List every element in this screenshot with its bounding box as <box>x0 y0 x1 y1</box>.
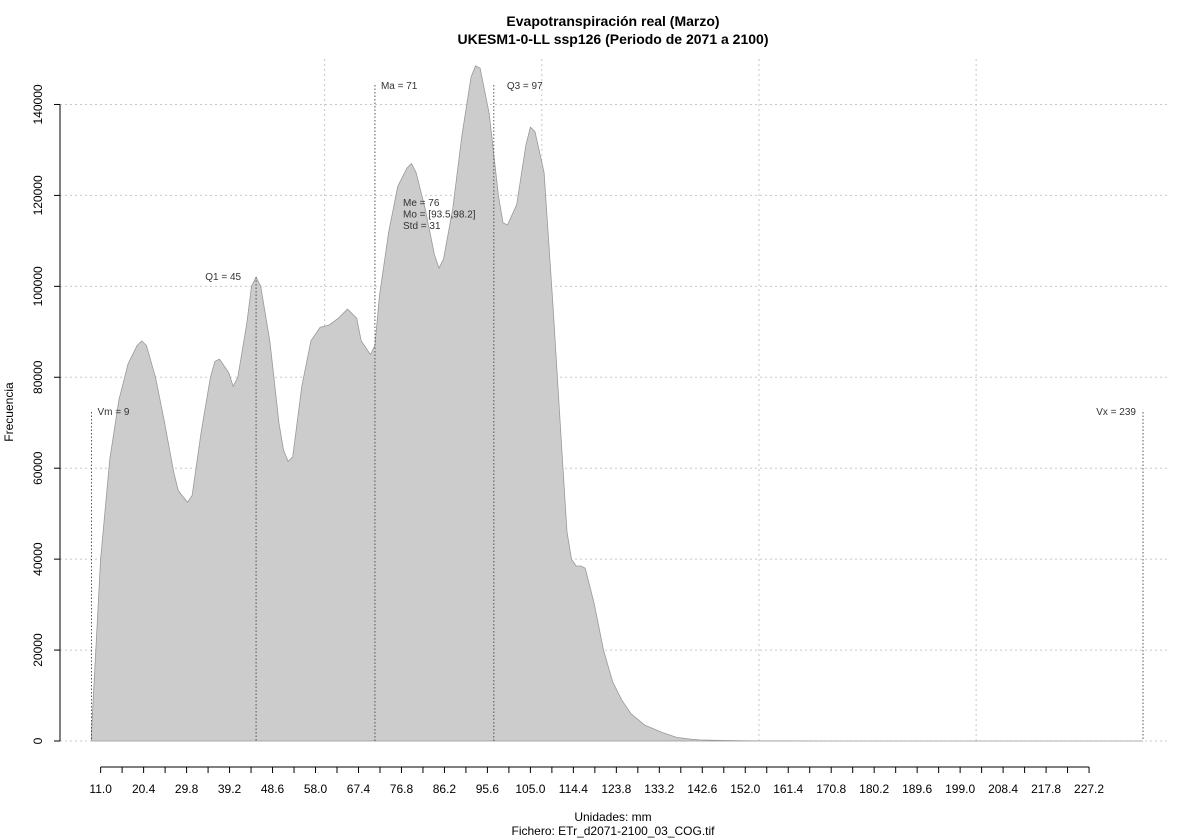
x-tick-label: 199.0 <box>945 782 975 796</box>
x-tick-label: 114.4 <box>559 782 588 796</box>
y-tick-label: 140000 <box>31 84 45 124</box>
x-tick-label: 161.4 <box>773 782 803 796</box>
x-tick-label: 48.6 <box>261 782 285 796</box>
chart-title: Evapotranspiración real (Marzo) <box>506 13 719 29</box>
q1-label: Q1 = 45 <box>205 272 241 283</box>
y-tick-label: 40000 <box>31 542 45 576</box>
x-tick-label: 142.6 <box>687 782 717 796</box>
x-tick-label: 95.6 <box>476 782 500 796</box>
x-tick-label: 76.8 <box>390 782 414 796</box>
x-tick-label: 152.0 <box>730 782 760 796</box>
x-tick-label: 170.8 <box>816 782 846 796</box>
x-tick-label: 105.0 <box>515 782 545 796</box>
y-tick-label: 20000 <box>31 633 45 667</box>
x-tick-label: 133.2 <box>644 782 674 796</box>
stat-label: Std = 31 <box>403 221 441 232</box>
file-caption: Fichero: ETr_d2071-2100_03_COG.tif <box>512 824 716 838</box>
q3-label: Q3 = 97 <box>507 81 543 92</box>
annotations: Vm = 9 Q1 = 45 Ma = 71 Q3 = 97 Vx = 239 Me = … <box>91 81 1144 741</box>
x-tick-label: 208.4 <box>988 782 1018 796</box>
x-tick-label: 20.4 <box>132 782 156 796</box>
x-tick-label: 29.8 <box>175 782 199 796</box>
x-axis: 11.0 20.4 29.8 39.2 48.6 58.0 67.4 76.8 86.2 95.6… <box>89 766 1104 796</box>
y-tick-label: 120000 <box>31 175 45 215</box>
chart-subtitle: UKESM1-0-LL ssp126 (Periodo de 2071 a 21… <box>458 31 769 47</box>
x-tick-label: 58.0 <box>304 782 328 796</box>
x-tick-label: 189.6 <box>902 782 932 796</box>
stat-label: Mo = [93.5,98.2] <box>403 210 476 221</box>
x-axis-label: Unidades: mm <box>574 810 651 824</box>
x-tick-label: 67.4 <box>347 782 371 796</box>
x-tick-label: 86.2 <box>433 782 457 796</box>
y-axis: 0 20000 40000 60000 80000 100000 120000 140000 <box>31 84 61 744</box>
density-area <box>91 65 1143 742</box>
x-tick-label: 39.2 <box>218 782 242 796</box>
y-tick-label: 60000 <box>31 451 45 485</box>
ma-label: Ma = 71 <box>381 81 418 92</box>
y-axis-label: Frecuencia <box>2 382 16 442</box>
vm-label: Vm = 9 <box>98 407 130 418</box>
x-tick-label: 11.0 <box>89 782 112 796</box>
x-tick-label: 217.8 <box>1031 782 1061 796</box>
vx-label: Vx = 239 <box>1096 407 1136 418</box>
x-tick-label: 180.2 <box>859 782 889 796</box>
y-tick-label: 0 <box>31 737 45 744</box>
x-tick-label: 227.2 <box>1074 782 1104 796</box>
x-tick-label: 123.8 <box>601 782 631 796</box>
y-tick-label: 100000 <box>31 266 45 306</box>
y-tick-label: 80000 <box>31 360 45 394</box>
stat-label: Me = 76 <box>403 198 440 209</box>
